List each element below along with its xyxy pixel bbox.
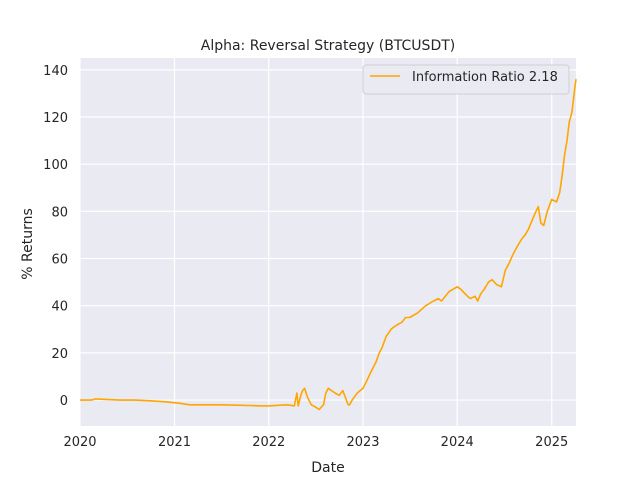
y-tick-label: 80 bbox=[51, 205, 68, 220]
legend-box bbox=[362, 64, 570, 95]
legend-label: Information Ratio 2.18 bbox=[412, 70, 558, 85]
grid bbox=[79, 58, 576, 426]
y-tick-label: 140 bbox=[43, 64, 68, 79]
y-tick-label: 20 bbox=[51, 347, 68, 362]
y-tick-label: 0 bbox=[60, 394, 68, 409]
plot-area bbox=[80, 58, 576, 426]
y-axis-ticks: 0 20 40 60 80 100 120 140 bbox=[43, 64, 68, 409]
x-tick-label: 2020 bbox=[63, 435, 96, 450]
y-tick-label: 100 bbox=[43, 158, 68, 173]
x-tick-label: 2023 bbox=[346, 435, 379, 450]
x-tick-label: 2021 bbox=[158, 435, 191, 450]
x-tick-label: 2024 bbox=[441, 435, 474, 450]
x-axis-label: Date bbox=[311, 460, 344, 476]
y-tick-label: 120 bbox=[43, 111, 68, 126]
y-tick-label: 60 bbox=[51, 253, 68, 268]
series-line bbox=[80, 79, 577, 411]
y-tick-label: 40 bbox=[51, 300, 68, 315]
legend: Information Ratio 2.18 bbox=[362, 64, 570, 95]
x-tick-label: 2022 bbox=[252, 435, 285, 450]
y-axis-label: % Returns bbox=[20, 208, 36, 280]
x-tick-label: 2025 bbox=[535, 435, 568, 450]
x-axis-ticks: 2020 2021 2022 2023 2024 2025 bbox=[63, 435, 568, 450]
series-lines bbox=[80, 79, 577, 411]
chart-title: Alpha: Reversal Strategy (BTCUSDT) bbox=[201, 38, 456, 54]
